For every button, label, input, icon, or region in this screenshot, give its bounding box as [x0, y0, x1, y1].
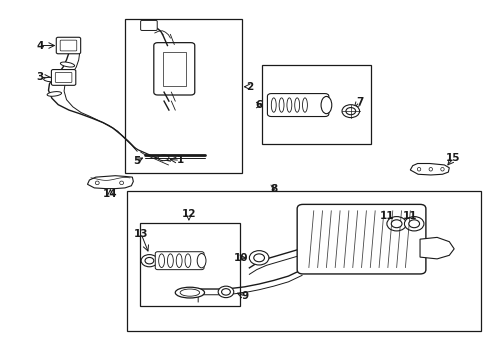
Ellipse shape	[141, 255, 158, 267]
Ellipse shape	[145, 257, 154, 264]
Text: 6: 6	[255, 100, 262, 110]
Ellipse shape	[345, 108, 355, 115]
FancyBboxPatch shape	[51, 69, 76, 85]
Ellipse shape	[95, 181, 99, 185]
Ellipse shape	[341, 105, 359, 118]
FancyBboxPatch shape	[297, 204, 425, 274]
FancyBboxPatch shape	[55, 72, 72, 82]
Text: 3: 3	[36, 72, 43, 82]
Text: 11: 11	[402, 211, 417, 221]
Ellipse shape	[249, 251, 268, 265]
Text: 5: 5	[133, 156, 141, 166]
Ellipse shape	[428, 167, 431, 171]
Text: 7: 7	[355, 97, 363, 107]
FancyBboxPatch shape	[141, 21, 157, 31]
Bar	[140, 223, 239, 306]
Ellipse shape	[197, 253, 205, 268]
FancyBboxPatch shape	[154, 42, 194, 95]
Text: 14: 14	[103, 189, 118, 199]
Text: 4: 4	[36, 41, 43, 50]
Text: 2: 2	[245, 82, 252, 92]
Bar	[261, 65, 370, 144]
Ellipse shape	[253, 254, 264, 262]
FancyBboxPatch shape	[267, 94, 328, 117]
Text: 12: 12	[181, 209, 196, 219]
Ellipse shape	[218, 286, 233, 298]
Text: 15: 15	[445, 153, 460, 163]
Bar	[127, 191, 480, 330]
Polygon shape	[87, 176, 133, 189]
Ellipse shape	[404, 217, 423, 231]
Ellipse shape	[175, 287, 204, 298]
Polygon shape	[419, 237, 453, 259]
Text: 1: 1	[176, 155, 183, 165]
Ellipse shape	[416, 167, 420, 171]
Ellipse shape	[47, 91, 61, 96]
Ellipse shape	[43, 77, 58, 82]
Bar	[162, 52, 185, 86]
Ellipse shape	[390, 220, 401, 228]
Ellipse shape	[120, 181, 123, 185]
Text: 11: 11	[379, 211, 393, 221]
Bar	[125, 19, 242, 173]
Ellipse shape	[158, 155, 168, 161]
Text: 8: 8	[269, 184, 277, 194]
Ellipse shape	[221, 289, 230, 295]
Ellipse shape	[408, 220, 419, 228]
Ellipse shape	[61, 62, 75, 67]
FancyBboxPatch shape	[60, 40, 77, 51]
Text: 10: 10	[233, 253, 247, 263]
Ellipse shape	[386, 217, 406, 231]
Text: 13: 13	[134, 229, 148, 239]
Ellipse shape	[180, 289, 199, 296]
FancyBboxPatch shape	[56, 37, 81, 54]
FancyBboxPatch shape	[155, 252, 203, 270]
Ellipse shape	[440, 167, 443, 171]
Text: 9: 9	[242, 291, 248, 301]
Ellipse shape	[321, 96, 331, 114]
Polygon shape	[409, 163, 448, 175]
